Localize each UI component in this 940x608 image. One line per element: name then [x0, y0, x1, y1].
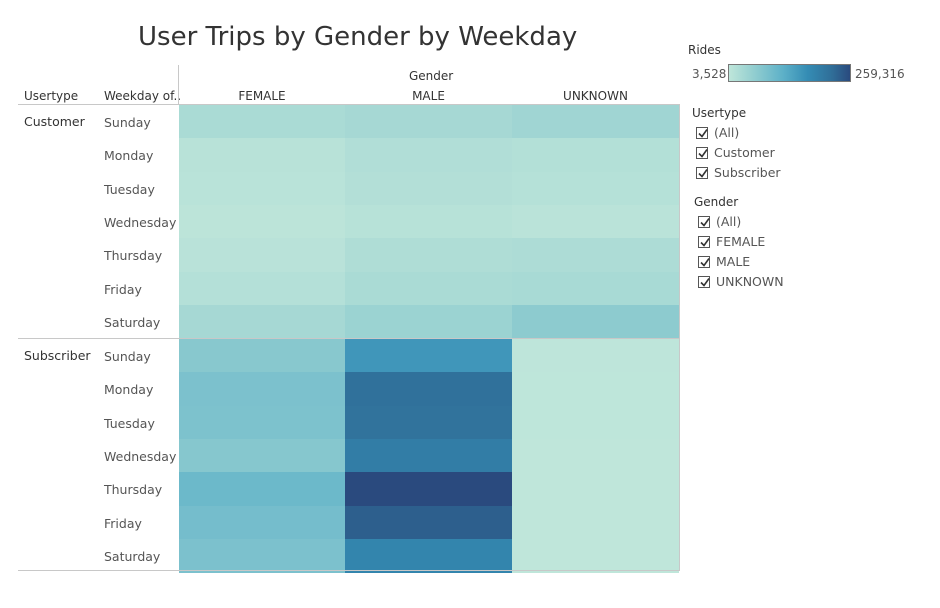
heatmap-cell[interactable] — [179, 271, 345, 306]
heatmap-cell[interactable] — [345, 138, 512, 173]
heatmap-cell[interactable] — [512, 271, 679, 306]
heatmap-cell[interactable] — [345, 105, 512, 139]
chart-title: User Trips by Gender by Weekday — [138, 22, 578, 52]
usertype-filter-option[interactable]: (All) — [696, 125, 739, 140]
weekday-row-label[interactable]: Monday — [104, 148, 154, 164]
gender-filter-option[interactable]: FEMALE — [698, 234, 765, 249]
heatmap-cell[interactable] — [512, 304, 679, 339]
legend-min: 3,528 — [692, 67, 727, 81]
legend-gradient — [728, 64, 851, 82]
checkbox-checked-icon[interactable] — [696, 146, 708, 159]
gender-column-header[interactable]: MALE — [412, 89, 445, 103]
usertype-filter-label: Customer — [714, 145, 775, 160]
heatmap-cell[interactable] — [179, 138, 345, 173]
heatmap-cell[interactable] — [512, 372, 679, 407]
gender-header[interactable]: Gender — [409, 69, 454, 83]
weekday-row-label[interactable]: Monday — [104, 382, 154, 398]
heatmap-cell[interactable] — [345, 372, 512, 407]
heatmap-cell[interactable] — [345, 405, 512, 440]
table-bottom-border — [18, 570, 679, 571]
heatmap-cell[interactable] — [179, 505, 345, 540]
heatmap-cell[interactable] — [512, 505, 679, 540]
weekday-row-label[interactable]: Wednesday — [104, 448, 177, 464]
heatmap-cell[interactable] — [512, 405, 679, 440]
heatmap-cell[interactable] — [512, 238, 679, 272]
gender-filter-label: UNKNOWN — [716, 274, 784, 289]
heatmap-cell[interactable] — [179, 238, 345, 272]
heatmap-cell[interactable] — [512, 472, 679, 506]
usertype-filter-label: Subscriber — [714, 165, 781, 180]
weekday-row-label[interactable]: Thursday — [104, 482, 163, 498]
heatmap-cell[interactable] — [345, 438, 512, 473]
usertype-filter-label: (All) — [714, 125, 740, 140]
heatmap-cell[interactable] — [179, 204, 345, 239]
gender-filter-option[interactable]: MALE — [698, 254, 750, 269]
checkbox-checked-icon[interactable] — [696, 126, 708, 139]
group-divider — [18, 338, 679, 339]
heatmap-right-border — [679, 104, 680, 571]
header-bottom-border — [18, 104, 679, 105]
heatmap-cell[interactable] — [345, 505, 512, 540]
weekday-row-label[interactable]: Tuesday — [104, 415, 155, 431]
gender-column-header[interactable]: UNKNOWN — [563, 89, 628, 103]
weekday-row-label[interactable]: Tuesday — [104, 181, 155, 197]
heatmap-cell[interactable] — [345, 271, 512, 306]
heatmap-cell[interactable] — [512, 538, 679, 573]
heatmap-cell[interactable] — [179, 405, 345, 440]
heatmap-cell[interactable] — [179, 339, 345, 373]
heatmap-cell[interactable] — [512, 204, 679, 239]
heatmap-cell[interactable] — [512, 438, 679, 473]
checkbox-checked-icon[interactable] — [698, 275, 710, 288]
checkbox-checked-icon[interactable] — [698, 255, 710, 268]
weekday-row-label[interactable]: Sunday — [104, 349, 151, 364]
gender-filter-label: (All) — [716, 214, 742, 229]
weekday-row-label[interactable]: Saturday — [104, 314, 161, 330]
gender-header-left-border — [178, 65, 179, 105]
heatmap-cell[interactable] — [345, 171, 512, 206]
weekday-row-label[interactable]: Wednesday — [104, 214, 177, 230]
weekday-row-label[interactable]: Friday — [104, 515, 142, 531]
checkbox-checked-icon[interactable] — [698, 235, 710, 248]
heatmap-cell[interactable] — [345, 238, 512, 272]
legend-max: 259,316 — [855, 67, 905, 81]
heatmap-cell[interactable] — [345, 472, 512, 506]
heatmap-cell[interactable] — [179, 105, 345, 139]
heatmap-cell[interactable] — [179, 171, 345, 206]
weekday-row-label[interactable]: Saturday — [104, 548, 161, 564]
usertype-group-label[interactable]: Subscriber — [24, 348, 91, 363]
heatmap-cell[interactable] — [345, 339, 512, 373]
usertype-filter-option[interactable]: Subscriber — [696, 165, 781, 180]
weekday-row-label[interactable]: Thursday — [104, 248, 163, 264]
legend-title: Rides — [688, 43, 721, 57]
heatmap-cell[interactable] — [179, 304, 345, 339]
heatmap-cell[interactable] — [345, 304, 512, 339]
heatmap-cell[interactable] — [179, 538, 345, 573]
gender-filter-label: MALE — [716, 254, 751, 269]
checkbox-checked-icon[interactable] — [698, 215, 710, 228]
gender-column-header[interactable]: FEMALE — [238, 89, 286, 103]
weekday-row-label[interactable]: Sunday — [104, 115, 151, 130]
heatmap-cell[interactable] — [512, 171, 679, 206]
heatmap-cell[interactable] — [512, 138, 679, 173]
gender-filter-option[interactable]: (All) — [698, 214, 741, 229]
usertype-group-label[interactable]: Customer — [24, 114, 85, 129]
heatmap-cell[interactable] — [345, 538, 512, 573]
heatmap-cell[interactable] — [179, 438, 345, 473]
heatmap-cell[interactable] — [179, 372, 345, 407]
heatmap-cell[interactable] — [179, 472, 345, 506]
usertype-header[interactable]: Usertype — [24, 89, 79, 103]
weekday-row-label[interactable]: Friday — [104, 281, 142, 297]
heatmap-cell[interactable] — [345, 204, 512, 239]
gender-filter-label: FEMALE — [716, 234, 766, 249]
usertype-filter-option[interactable]: Customer — [696, 145, 775, 160]
heatmap-cell[interactable] — [512, 339, 679, 373]
heatmap-cell[interactable] — [512, 105, 679, 139]
gender-filter-title: Gender — [694, 195, 739, 209]
gender-filter-option[interactable]: UNKNOWN — [698, 274, 784, 289]
weekday-header[interactable]: Weekday of.. — [104, 89, 182, 103]
usertype-filter-title: Usertype — [692, 106, 747, 120]
checkbox-checked-icon[interactable] — [696, 166, 708, 179]
